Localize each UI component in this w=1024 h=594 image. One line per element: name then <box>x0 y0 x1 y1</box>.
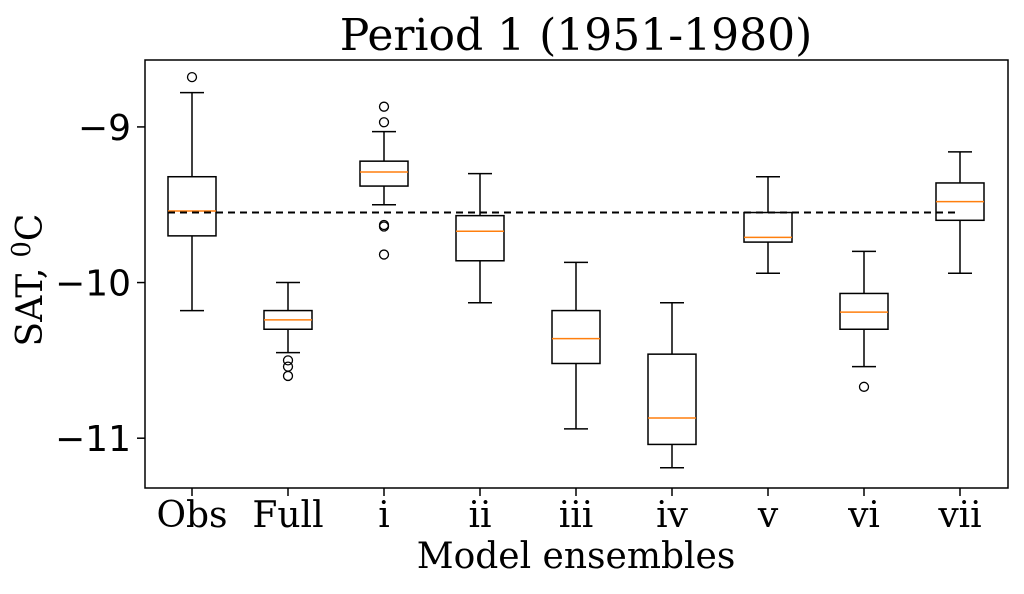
box-iqr <box>167 175 217 237</box>
outlier-point <box>378 221 390 232</box>
x-tick-label: v <box>757 495 779 536</box>
box-ii <box>455 172 505 304</box>
box-full <box>263 281 313 382</box>
outlier-point <box>378 117 390 128</box>
outlier-point <box>858 381 870 392</box>
outlier-point <box>186 71 198 83</box>
box-iqr <box>551 309 601 365</box>
y-axis-label-unit: C <box>10 214 51 242</box>
axes-frame <box>144 59 1009 489</box>
y-axis-label-superscript: 0 <box>7 241 37 258</box>
x-tick-label: Obs <box>156 495 227 536</box>
x-tick-label: vii <box>937 495 981 536</box>
box-iv <box>647 302 697 469</box>
box-iqr <box>647 353 697 446</box>
x-tick-label: ii <box>468 495 491 536</box>
outlier-point <box>282 370 294 382</box>
x-tick-label: vi <box>847 495 880 536</box>
box-iqr <box>359 160 409 187</box>
x-tick-label: iv <box>656 495 689 536</box>
box-vi <box>839 250 889 392</box>
outlier-point <box>282 355 294 366</box>
chart-title: Period 1 (1951-1980) <box>340 10 813 61</box>
y-tick-label: −9 <box>78 108 131 149</box>
x-axis-label: Model ensembles <box>417 536 736 577</box>
box-iqr <box>455 214 505 262</box>
x-tick-label: iii <box>559 495 594 536</box>
outlier-point <box>378 249 390 260</box>
box-i <box>359 101 409 260</box>
y-axis-label: SAT, 0C <box>7 214 51 347</box>
box-obs <box>167 71 217 312</box>
box-v <box>743 175 793 274</box>
y-axis-label-text: SAT, <box>10 268 51 347</box>
x-tick-label: i <box>378 495 390 536</box>
box-iii <box>551 261 601 430</box>
outlier-point <box>378 101 390 112</box>
outlier-point <box>282 361 294 372</box>
box-vii <box>935 151 985 274</box>
y-tick-label: −10 <box>55 264 131 305</box>
x-tick-label: Full <box>252 495 323 536</box>
box-iqr <box>839 292 889 331</box>
y-tick-label: −11 <box>55 419 131 460</box>
